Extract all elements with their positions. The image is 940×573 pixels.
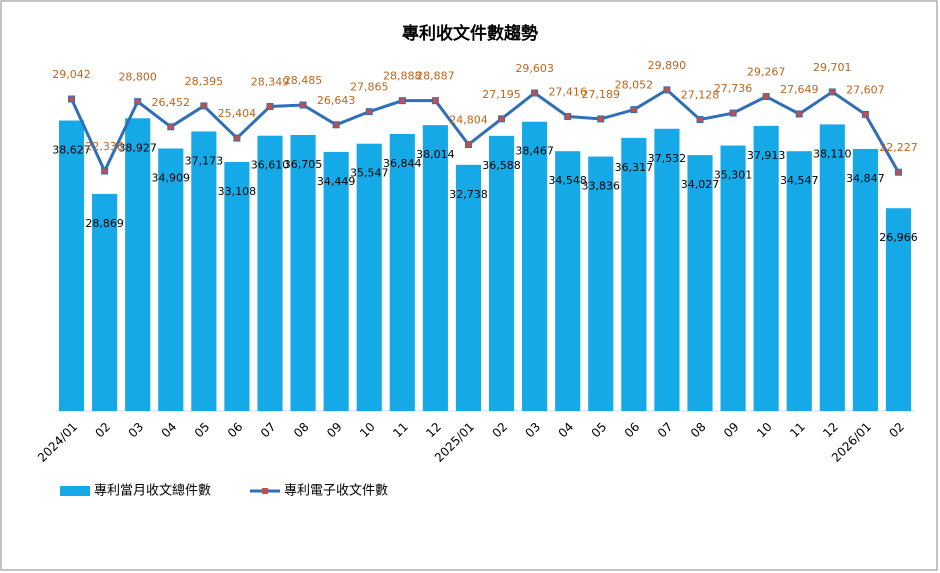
marker <box>664 87 670 93</box>
data-label: 28,395 <box>185 75 224 88</box>
data-label: 38,110 <box>813 147 852 160</box>
marker <box>201 103 207 109</box>
marker <box>432 98 438 104</box>
bar <box>224 162 249 411</box>
marker <box>69 96 75 102</box>
data-label: 35,301 <box>714 169 753 182</box>
marker <box>300 102 306 108</box>
data-label: 36,705 <box>284 158 323 171</box>
bar <box>621 138 646 411</box>
bar <box>654 129 679 411</box>
data-label: 26,643 <box>317 94 356 107</box>
data-label: 29,267 <box>747 66 786 79</box>
data-label: 36,588 <box>482 159 521 172</box>
legend-swatch <box>60 486 90 496</box>
data-label: 28,485 <box>284 74 323 87</box>
bar <box>191 131 216 411</box>
bar <box>158 148 183 411</box>
bar <box>357 144 382 411</box>
data-label: 28,052 <box>615 79 654 92</box>
data-label: 27,649 <box>780 83 819 96</box>
bar <box>522 122 547 411</box>
marker <box>267 103 273 109</box>
marker <box>829 89 835 95</box>
marker <box>730 110 736 116</box>
data-label: 37,532 <box>648 152 687 165</box>
bar <box>324 152 349 411</box>
marker <box>598 116 604 122</box>
data-label: 34,909 <box>152 171 191 184</box>
bar <box>291 135 316 411</box>
data-label: 25,404 <box>218 107 257 120</box>
data-label: 37,913 <box>747 149 786 162</box>
bar <box>787 151 812 411</box>
data-label: 24,804 <box>449 114 488 127</box>
bar <box>588 157 613 411</box>
data-label: 29,701 <box>813 61 852 74</box>
data-label: 27,195 <box>482 88 521 101</box>
marker <box>862 111 868 117</box>
legend-label: 專利當月收文總件數 <box>94 483 211 499</box>
marker <box>102 168 108 174</box>
data-label: 28,800 <box>118 71 157 84</box>
bar <box>456 165 481 411</box>
bar <box>853 149 878 411</box>
chart-title: 專利收文件數趨勢 <box>402 23 538 44</box>
marker <box>697 117 703 123</box>
marker <box>532 90 538 96</box>
data-label: 32,738 <box>449 188 488 201</box>
data-label: 26,452 <box>152 96 191 109</box>
marker <box>763 94 769 100</box>
bar <box>489 136 514 411</box>
marker <box>234 135 240 141</box>
bar <box>257 136 282 411</box>
marker <box>565 113 571 119</box>
data-label: 22,227 <box>879 141 918 154</box>
data-label: 29,042 <box>52 68 91 81</box>
legend-label: 專利電子收文件數 <box>284 484 388 499</box>
data-label: 27,736 <box>714 82 753 95</box>
data-label: 34,847 <box>846 172 885 185</box>
marker <box>366 109 372 115</box>
data-label: 38,467 <box>515 145 554 158</box>
bar <box>721 146 746 411</box>
marker <box>465 142 471 148</box>
data-label: 29,603 <box>515 62 554 75</box>
legend-marker <box>262 488 268 494</box>
bar <box>390 134 415 411</box>
data-label: 27,607 <box>846 83 885 96</box>
data-label: 28,887 <box>416 70 455 83</box>
marker <box>631 107 637 113</box>
marker <box>399 98 405 104</box>
data-label: 34,547 <box>780 174 819 187</box>
marker <box>499 116 505 122</box>
marker <box>895 169 901 175</box>
data-label: 26,966 <box>879 231 918 244</box>
bar <box>59 121 84 411</box>
marker <box>796 111 802 117</box>
data-label: 38,014 <box>416 148 455 161</box>
marker <box>333 122 339 128</box>
bar <box>423 125 448 411</box>
bar <box>820 124 845 411</box>
data-label: 29,890 <box>648 59 687 72</box>
data-label: 28,869 <box>85 217 124 230</box>
bar <box>687 155 712 411</box>
marker <box>168 124 174 130</box>
data-label: 22,338 <box>85 140 124 153</box>
data-label: 33,836 <box>582 180 621 193</box>
bar <box>125 118 150 411</box>
bar <box>555 151 580 411</box>
data-label: 38,927 <box>118 141 157 154</box>
bar <box>754 126 779 411</box>
data-label: 37,173 <box>185 154 224 167</box>
data-label: 33,108 <box>218 185 257 198</box>
marker <box>135 99 141 105</box>
